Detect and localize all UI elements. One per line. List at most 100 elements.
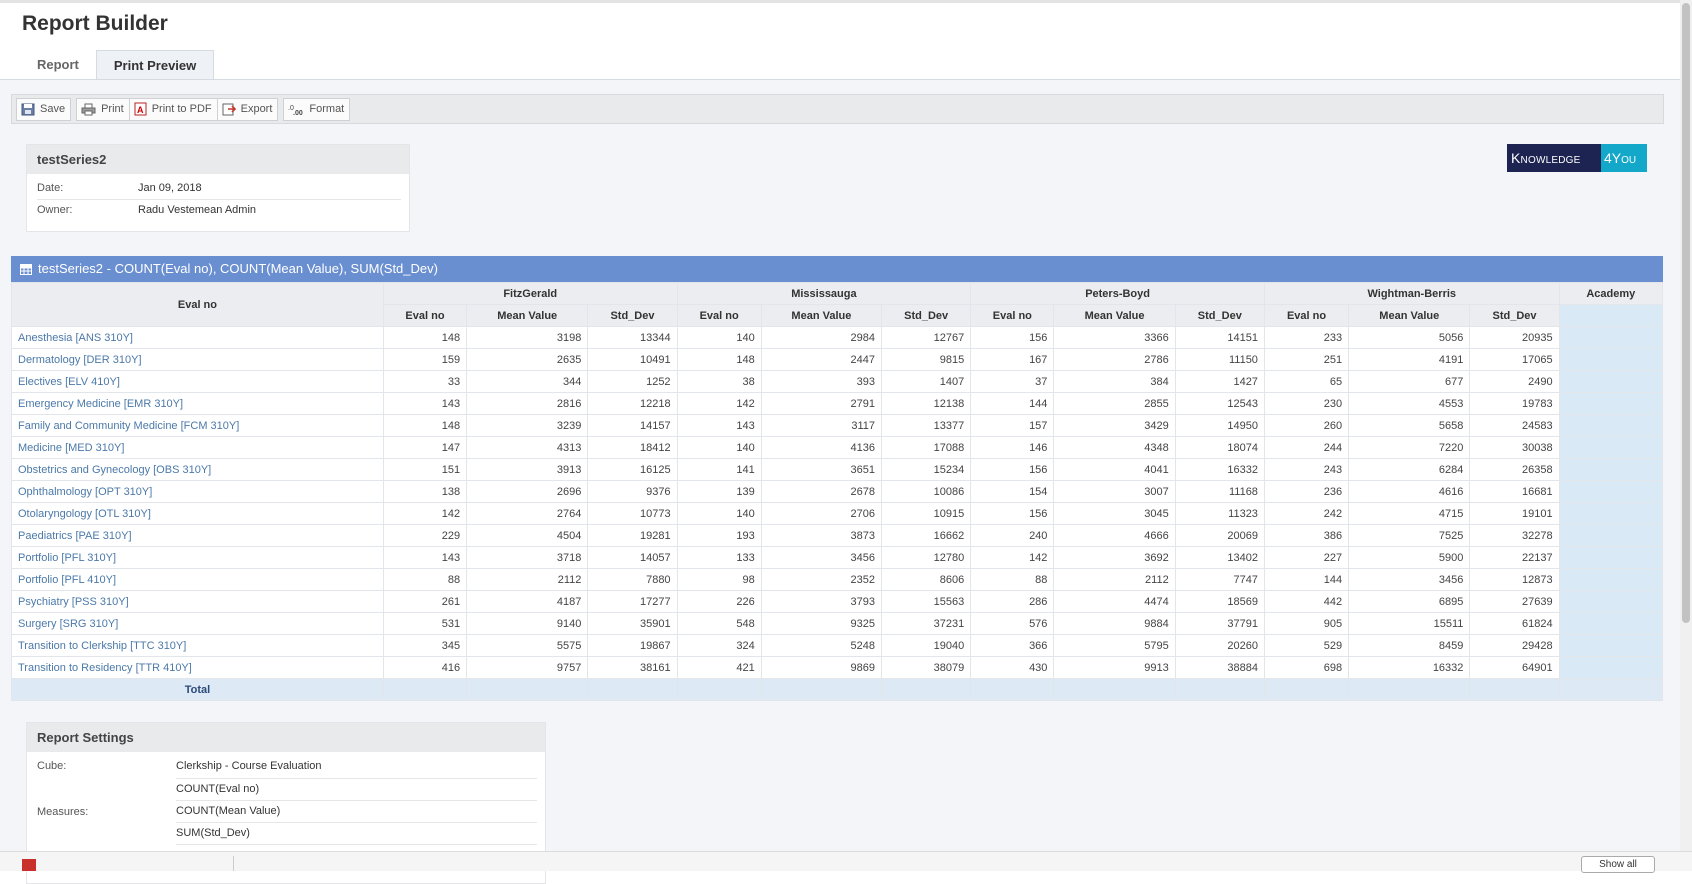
subcol-header: Eval no <box>970 304 1055 327</box>
print-to-pdf-label: Print to PDF <box>151 103 212 115</box>
total-cell <box>1263 678 1350 701</box>
tab-print-preview[interactable]: Print Preview <box>95 50 215 80</box>
row-label-link[interactable]: Anesthesia [ANS 310Y] <box>18 331 133 344</box>
value-cell: 16332 <box>1348 656 1471 679</box>
row-label-link[interactable]: Family and Community Medicine [FCM 310Y] <box>18 419 240 432</box>
academy-cell <box>1558 348 1664 371</box>
value-cell: 133 <box>676 546 762 569</box>
value-cell: 14151 <box>1174 326 1265 349</box>
value-cell: 140 <box>676 436 762 459</box>
scrollbar-thumb[interactable] <box>1682 3 1690 623</box>
cube-row: Cube: Clerkship - Course Evaluation <box>37 756 537 777</box>
value-cell: 38 <box>676 370 762 393</box>
subcol-header: Std_Dev <box>1174 304 1265 327</box>
row-label-link[interactable]: Psychiatry [PSS 310Y] <box>18 595 129 608</box>
value-cell: 9325 <box>760 612 883 635</box>
export-button[interactable]: Export <box>217 97 279 121</box>
value-cell: 151 <box>382 458 468 481</box>
value-cell: 29428 <box>1469 634 1560 657</box>
value-cell: 3007 <box>1053 480 1176 503</box>
value-cell: 9815 <box>881 348 972 371</box>
row-label-cell: Ophthalmology [OPT 310Y] <box>11 480 384 503</box>
value-cell: 2816 <box>466 392 589 415</box>
row-label-link[interactable]: Electives [ELV 410Y] <box>18 375 120 388</box>
value-cell: 230 <box>1263 392 1350 415</box>
row-label-cell: Anesthesia [ANS 310Y] <box>11 326 384 349</box>
value-cell: 156 <box>970 458 1055 481</box>
value-cell: 229 <box>382 524 468 547</box>
value-cell: 16332 <box>1174 458 1265 481</box>
value-cell: 12767 <box>881 326 972 349</box>
value-cell: 138 <box>382 480 468 503</box>
value-cell: 38161 <box>587 656 678 679</box>
value-cell: 156 <box>970 502 1055 525</box>
vertical-scrollbar[interactable] <box>1680 0 1692 851</box>
owner-row: Owner: Radu Vestemean Admin <box>37 200 401 221</box>
academy-cell <box>1558 590 1664 613</box>
value-cell: 3913 <box>466 458 589 481</box>
value-cell: 7525 <box>1348 524 1471 547</box>
row-label-cell: Portfolio [PFL 310Y] <box>11 546 384 569</box>
tab-report[interactable]: Report <box>37 57 79 72</box>
row-label-cell: Surgery [SRG 310Y] <box>11 612 384 635</box>
show-all-button[interactable]: Show all <box>1581 856 1655 873</box>
table-row: Emergency Medicine [EMR 310Y] 143 2816 1221… <box>11 392 1664 415</box>
value-cell: 10915 <box>881 502 972 525</box>
value-cell: 393 <box>760 370 883 393</box>
row-label-link[interactable]: Obstetrics and Gynecology [OBS 310Y] <box>18 463 212 476</box>
value-cell: 9140 <box>466 612 589 635</box>
value-cell: 442 <box>1263 590 1350 613</box>
total-cell <box>1053 678 1176 701</box>
row-label-link[interactable]: Portfolio [PFL 310Y] <box>18 551 117 564</box>
subcol-header: Mean Value <box>1053 304 1176 327</box>
academy-cell <box>1558 480 1664 503</box>
data-table: Eval no FitzGerald Mississauga Peters-Bo… <box>11 282 1664 701</box>
row-label-link[interactable]: Paediatrics [PAE 310Y] <box>18 529 132 542</box>
value-cell: 386 <box>1263 524 1350 547</box>
value-cell: 17088 <box>881 436 972 459</box>
print-button[interactable]: Print <box>76 97 130 121</box>
value-cell: 384 <box>1053 370 1176 393</box>
svg-text:A: A <box>137 105 144 115</box>
table-row: Surgery [SRG 310Y] 531 9140 35901 548 9325 372… <box>11 612 1664 635</box>
value-cell: 243 <box>1263 458 1350 481</box>
row-label-link[interactable]: Ophthalmology [OPT 310Y] <box>18 485 153 498</box>
row-label-link[interactable]: Medicine [MED 310Y] <box>18 441 125 454</box>
value-cell: 261 <box>382 590 468 613</box>
top-border <box>0 0 1692 3</box>
value-cell: 2490 <box>1469 370 1560 393</box>
value-cell: 7220 <box>1348 436 1471 459</box>
row-label-link[interactable]: Dermatology [DER 310Y] <box>18 353 142 366</box>
academy-cell <box>1558 546 1664 569</box>
value-cell: 9869 <box>760 656 883 679</box>
row-label-link[interactable]: Emergency Medicine [EMR 310Y] <box>18 397 184 410</box>
value-cell: 148 <box>676 348 762 371</box>
row-label-link[interactable]: Surgery [SRG 310Y] <box>18 617 119 630</box>
value-cell: 3366 <box>1053 326 1176 349</box>
value-cell: 143 <box>676 414 762 437</box>
value-cell: 33 <box>382 370 468 393</box>
academy-cell <box>1558 524 1664 547</box>
row-label-cell: Electives [ELV 410Y] <box>11 370 384 393</box>
value-cell: 3117 <box>760 414 883 437</box>
value-cell: 7880 <box>587 568 678 591</box>
save-button[interactable]: Save <box>16 97 72 121</box>
row-label-link[interactable]: Otolaryngology [OTL 310Y] <box>18 507 151 520</box>
row-label-link[interactable]: Transition to Clerkship [TTC 310Y] <box>18 639 187 652</box>
print-to-pdf-button[interactable]: A Print to PDF <box>129 97 218 121</box>
value-cell: 15234 <box>881 458 972 481</box>
row-label-link[interactable]: Transition to Residency [TTR 410Y] <box>18 661 192 674</box>
pdf-download-icon[interactable] <box>22 859 36 871</box>
measures-label: Measures: <box>37 805 89 818</box>
academy-cell <box>1558 458 1664 481</box>
value-cell: 240 <box>970 524 1055 547</box>
value-cell: 146 <box>970 436 1055 459</box>
value-cell: 140 <box>676 326 762 349</box>
format-button[interactable]: .0.00 Format <box>283 97 351 121</box>
row-label-link[interactable]: Portfolio [PFL 410Y] <box>18 573 117 586</box>
value-cell: 226 <box>676 590 762 613</box>
total-cell <box>1174 678 1265 701</box>
table-row: Obstetrics and Gynecology [OBS 310Y] 151 3… <box>11 458 1664 481</box>
knowledge4you-logo: Knowledge 4You <box>1507 144 1647 172</box>
group-header: Peters-Boyd <box>970 282 1265 305</box>
